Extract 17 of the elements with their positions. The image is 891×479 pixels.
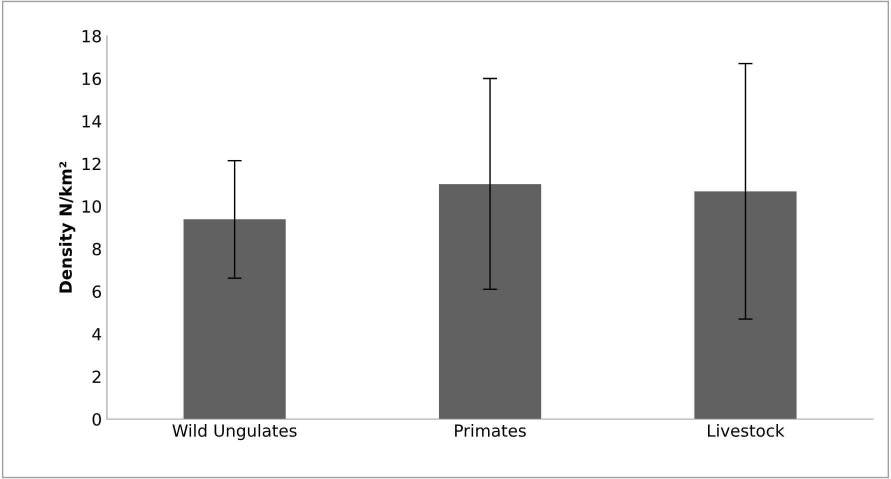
y-tick-label: 10 (82, 200, 101, 213)
y-tick-label: 18 (82, 30, 101, 42)
y-tick-label: 2 (92, 370, 100, 383)
x-tick-label: Primates (455, 424, 526, 437)
y-tick-label: 16 (82, 72, 102, 86)
y-tick-label: 0 (92, 413, 101, 426)
y-tick-label: 8 (92, 242, 101, 256)
bar (438, 184, 542, 420)
y-tick-label: 4 (92, 328, 102, 340)
y-tick-label: 6 (92, 285, 102, 298)
y-axis-title: Density N/km² (59, 162, 76, 293)
bar (184, 219, 286, 420)
y-tick-label: 14 (82, 115, 102, 128)
y-tick-label: 12 (82, 158, 100, 170)
x-tick-label: Livestock (708, 424, 785, 437)
bar (694, 191, 797, 420)
x-tick-label: Wild Ungulates (172, 424, 297, 440)
